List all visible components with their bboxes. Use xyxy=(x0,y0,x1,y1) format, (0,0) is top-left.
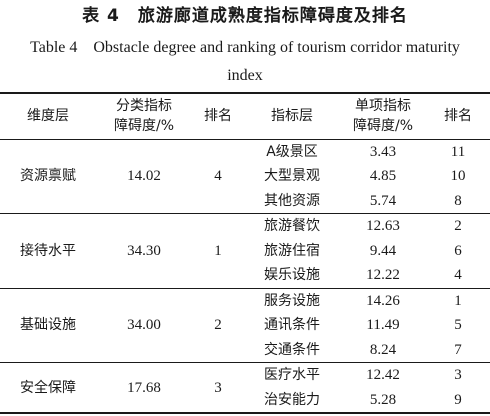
indicator-rank-cell: 6 xyxy=(454,242,462,259)
header-row: 维度层 分类指标 障碍度/% 排名 指标层 单项指标 障碍度/% 排名 xyxy=(0,92,490,140)
header-single-obstacle: 单项指标 障碍度/% xyxy=(340,92,426,140)
indicator-obstacle-cell: 8.24 xyxy=(340,337,426,363)
table-row: 基础设施 34.00 2 服务设施 14.26 1 xyxy=(0,288,490,363)
header-rank: 排名 xyxy=(192,92,244,140)
header-indicator: 指标层 xyxy=(244,92,340,140)
category-obstacle-cell: 17.68 xyxy=(96,362,192,414)
dimension-cell: 资源禀赋 xyxy=(0,139,96,214)
table-row: 安全保障 17.68 3 医疗水平 12.42 3 xyxy=(0,362,490,414)
header-single-obstacle-line1: 单项指标 xyxy=(355,98,411,115)
category-obstacle-cell: 34.00 xyxy=(96,288,192,363)
header-rank-2: 排名 xyxy=(426,92,490,140)
category-rank-cell: 2 xyxy=(192,288,244,363)
table-row: 通讯条件 11.49 5 xyxy=(0,313,490,338)
table-row: 大型景观 4.85 10 xyxy=(0,164,490,189)
indicator-obstacle-cell: 12.22 xyxy=(340,263,426,289)
indicator-rank-cell: 8 xyxy=(426,188,490,214)
indicator-cell: 交通条件 xyxy=(244,337,340,363)
table-row: 治安能力 5.28 9 xyxy=(0,387,490,414)
indicator-cell: A级景区 xyxy=(266,143,318,160)
table-body: 资源禀赋 14.02 4 A级景区 3.43 11 大型景观 4.85 10 其… xyxy=(0,139,490,414)
indicator-obstacle-cell: 5.28 xyxy=(340,387,426,414)
indicator-rank-cell: 9 xyxy=(426,387,490,414)
indicator-rank-cell: 1 xyxy=(454,292,462,309)
table-row: 娱乐设施 12.22 4 xyxy=(0,263,490,289)
header-category-obstacle: 分类指标 障碍度/% xyxy=(96,92,192,140)
indicator-obstacle-cell: 12.63 xyxy=(366,218,400,235)
indicator-cell: 旅游住宿 xyxy=(264,242,320,259)
indicator-cell: 其他资源 xyxy=(244,188,340,214)
table-title-chinese: 表 4 旅游廊道成熟度指标障碍度及排名 xyxy=(82,6,408,26)
dimension-cell: 基础设施 xyxy=(0,288,96,363)
category-rank-cell: 1 xyxy=(192,213,244,289)
header-dimension: 维度层 xyxy=(0,92,96,140)
header-category-obstacle-line1: 分类指标 xyxy=(116,98,172,115)
indicator-obstacle-cell: 12.42 xyxy=(366,367,400,384)
indicator-cell: 治安能力 xyxy=(244,387,340,414)
table-row: 资源禀赋 14.02 4 A级景区 3.43 11 xyxy=(0,139,490,214)
obstacle-degree-table: 维度层 分类指标 障碍度/% 排名 指标层 单项指标 障碍度/% 排名 资源禀赋… xyxy=(0,92,490,414)
indicator-obstacle-cell: 4.85 xyxy=(369,168,397,185)
header-single-obstacle-line2: 障碍度/% xyxy=(352,118,414,135)
category-obstacle-cell: 34.30 xyxy=(96,213,192,289)
indicator-rank-cell: 4 xyxy=(426,263,490,289)
indicator-rank-cell: 7 xyxy=(426,337,490,363)
indicator-rank-cell: 10 xyxy=(450,168,466,185)
indicator-cell: 娱乐设施 xyxy=(244,263,340,289)
indicator-rank-cell: 5 xyxy=(454,317,462,334)
indicator-rank-cell: 11 xyxy=(450,143,466,160)
indicator-cell: 服务设施 xyxy=(264,292,320,309)
table-title-english: Table 4 Obstacle degree and ranking of t… xyxy=(30,39,460,84)
indicator-cell: 大型景观 xyxy=(264,168,320,185)
category-obstacle-cell: 14.02 xyxy=(96,139,192,214)
indicator-rank-cell: 2 xyxy=(454,218,462,235)
table-row: 接待水平 34.30 1 旅游餐饮 12.63 2 xyxy=(0,213,490,289)
table-row: 交通条件 8.24 7 xyxy=(0,337,490,363)
category-rank-cell: 3 xyxy=(192,362,244,414)
table-row: 其他资源 5.74 8 xyxy=(0,188,490,214)
indicator-obstacle-cell: 5.74 xyxy=(340,188,426,214)
category-rank-cell: 4 xyxy=(192,139,244,214)
indicator-obstacle-cell: 14.26 xyxy=(366,292,400,309)
indicator-cell: 旅游餐饮 xyxy=(264,218,320,235)
indicator-obstacle-cell: 11.49 xyxy=(366,317,400,334)
indicator-rank-cell: 3 xyxy=(454,367,462,384)
indicator-obstacle-cell: 9.44 xyxy=(369,242,397,259)
header-category-obstacle-line2: 障碍度/% xyxy=(113,118,175,135)
indicator-obstacle-cell: 3.43 xyxy=(369,143,397,160)
table-row: 旅游住宿 9.44 6 xyxy=(0,239,490,264)
indicator-cell: 医疗水平 xyxy=(264,367,320,384)
dimension-cell: 接待水平 xyxy=(0,213,96,289)
dimension-cell: 安全保障 xyxy=(0,362,96,414)
indicator-cell: 通讯条件 xyxy=(264,317,320,334)
